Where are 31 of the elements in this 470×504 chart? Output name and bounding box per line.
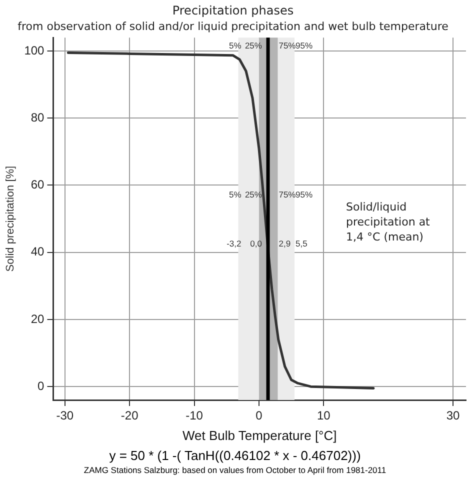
- y-tick-label: 0: [38, 378, 45, 393]
- x-axis-title: Wet Bulb Temperature [°C]: [182, 428, 337, 443]
- x-tick-label: 30: [446, 408, 460, 423]
- annotation: 5%: [228, 40, 242, 50]
- chart-subtitle: from observation of solid and/or liquid precipitation and wet bulb temperature: [18, 20, 449, 33]
- annotation: 25%: [244, 40, 262, 50]
- text: ZAMG Stations Salzburg: based on values from October to April from 1981-2011: [82, 465, 388, 475]
- x-tick-label: 10: [316, 408, 331, 423]
- annotation: 2,9: [278, 238, 291, 248]
- annotation: 95%: [296, 40, 314, 50]
- annotation: 75%: [278, 40, 296, 50]
- annotation: 95%: [296, 190, 314, 200]
- annotation: 5%: [228, 190, 242, 200]
- text: y = 50 * (1 -( TanH((0.46102 * x - 0.46702))): [108, 448, 362, 463]
- ref-line-label: Solid/liquid precipitation at 1,4 °C (mean): [346, 200, 431, 244]
- y-tick-label: 60: [30, 178, 45, 192]
- annotation: 25%: [244, 190, 262, 200]
- y-axis-title: Solid precipitation [%]: [4, 166, 17, 272]
- annotation: -3,2: [226, 238, 242, 248]
- y-tick-label: 20: [30, 312, 45, 326]
- x-tick-label: 0: [256, 408, 263, 423]
- y-tick-label: 100: [24, 43, 45, 58]
- y-tick-label: 40: [30, 244, 45, 259]
- x-tick-label: -20: [120, 408, 139, 423]
- y-tick-label: 80: [30, 110, 45, 124]
- annotation: 0,0: [250, 238, 262, 248]
- x-tick-label: -30: [56, 408, 74, 423]
- x-tick-label: -10: [186, 408, 204, 423]
- annotation: 5,5: [296, 238, 308, 248]
- chart-title: Precipitation phases: [172, 3, 294, 18]
- annotation: 75%: [278, 190, 296, 200]
